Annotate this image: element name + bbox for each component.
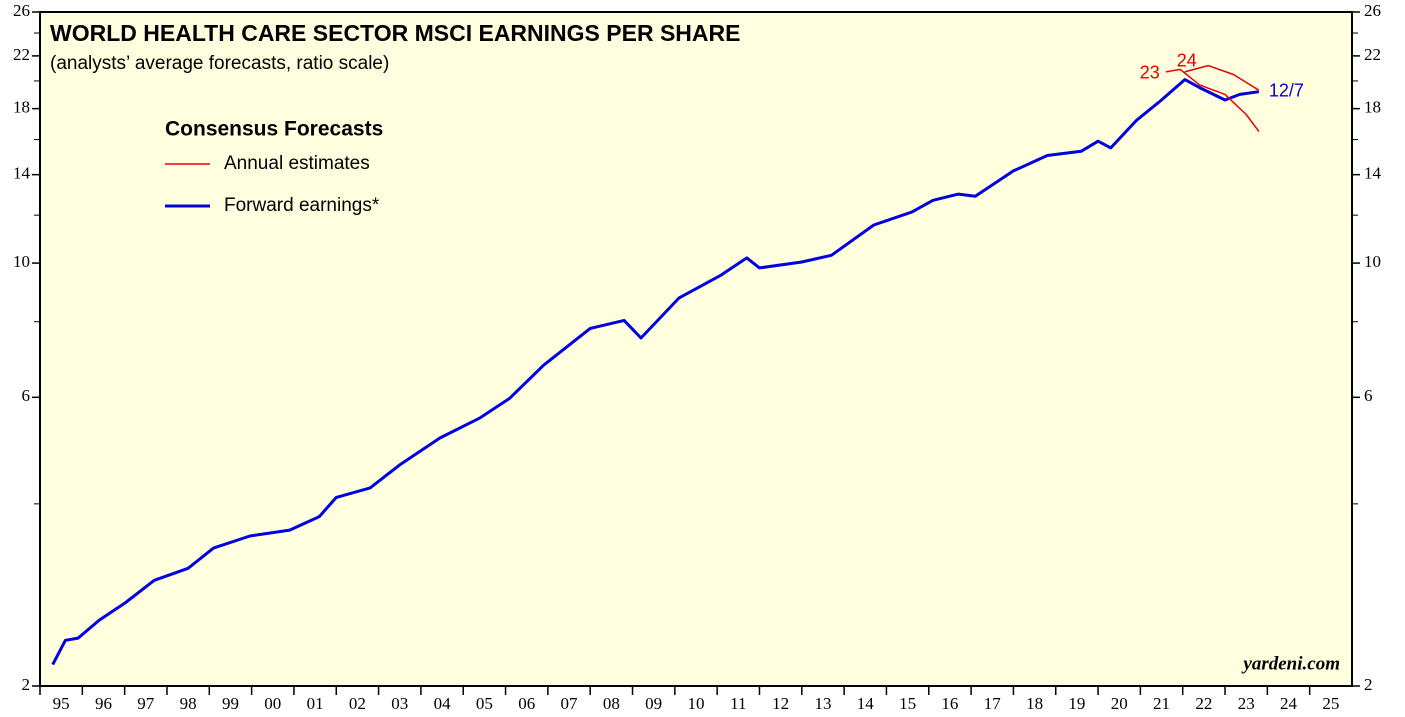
y-tick-label: 26 [13,1,30,20]
x-tick-label: 08 [603,694,620,713]
x-tick-label: 16 [941,694,958,713]
x-tick-label: 99 [222,694,239,713]
series-label: 12/7 [1269,80,1304,100]
y-tick-label: 22 [13,45,30,64]
legend-label: Forward earnings* [224,195,380,216]
y-tick-label: 18 [13,98,30,117]
x-tick-label: 03 [391,694,408,713]
x-tick-label: 04 [434,694,452,713]
x-tick-label: 24 [1280,694,1298,713]
x-tick-label: 19 [1068,694,1085,713]
y-tick-label: 14 [1364,164,1382,183]
source: yardeni.com [1241,653,1340,674]
x-tick-label: 17 [984,694,1002,713]
legend-title: Consensus Forecasts [165,118,383,141]
series-line [1184,64,1260,91]
series-label: 24 [1177,51,1197,71]
x-tick-label: 98 [180,694,197,713]
x-tick-label: 15 [899,694,916,713]
x-tick-label: 23 [1238,694,1255,713]
plot-area [39,11,1353,687]
y-tick-label: 10 [13,252,30,271]
x-tick-label: 95 [53,694,70,713]
x-tick-label: 09 [645,694,662,713]
chart-title: WORLD HEALTH CARE SECTOR MSCI EARNINGS P… [50,20,740,46]
series-line [51,78,1260,666]
x-tick-label: 97 [137,694,155,713]
x-tick-label: 11 [730,694,746,713]
x-tick-label: 21 [1153,694,1170,713]
chart-subtitle: (analysts’ average forecasts, ratio scal… [50,53,389,74]
x-tick-label: 05 [476,694,493,713]
x-tick-label: 07 [561,694,579,713]
x-tick-label: 02 [349,694,366,713]
x-tick-label: 20 [1111,694,1128,713]
y-tick-label: 26 [1364,1,1381,20]
x-tick-label: 96 [95,694,112,713]
x-tick-label: 01 [307,694,324,713]
x-tick-label: 12 [772,694,789,713]
y-tick-label: 22 [1364,45,1381,64]
series-label: 23 [1140,63,1160,83]
y-tick-label: 6 [1364,386,1373,405]
x-tick-label: 10 [688,694,705,713]
x-tick-label: 06 [518,694,535,713]
y-tick-label: 18 [1364,98,1381,117]
x-tick-label: 13 [814,694,831,713]
x-tick-label: 14 [857,694,875,713]
y-tick-label: 14 [13,164,31,183]
y-tick-label: 2 [1364,675,1373,694]
legend-label: Annual estimates [224,153,370,174]
x-tick-label: 00 [264,694,281,713]
y-tick-label: 6 [22,386,31,405]
series-line [1165,68,1260,132]
x-tick-label: 25 [1322,694,1339,713]
x-tick-label: 22 [1195,694,1212,713]
x-tick-label: 18 [1026,694,1043,713]
y-tick-label: 10 [1364,252,1381,271]
y-tick-label: 2 [22,675,31,694]
